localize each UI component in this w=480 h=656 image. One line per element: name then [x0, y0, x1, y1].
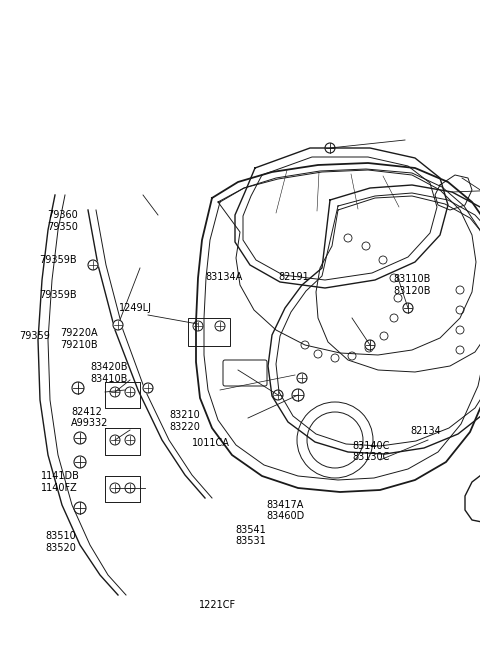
- Circle shape: [273, 390, 283, 400]
- Circle shape: [74, 456, 86, 468]
- Circle shape: [113, 320, 123, 330]
- Text: 83210
83220: 83210 83220: [169, 410, 200, 432]
- Text: 83134A: 83134A: [205, 272, 243, 282]
- Text: 82412
A99332: 82412 A99332: [71, 407, 108, 428]
- Text: 83541
83531: 83541 83531: [235, 525, 266, 546]
- Circle shape: [193, 321, 203, 331]
- Circle shape: [297, 373, 307, 383]
- Circle shape: [110, 387, 120, 397]
- Text: 1221CF: 1221CF: [199, 600, 236, 610]
- Circle shape: [125, 435, 135, 445]
- Circle shape: [143, 383, 153, 393]
- Text: 83110B
83120B: 83110B 83120B: [394, 274, 431, 296]
- Text: 82191: 82191: [278, 272, 309, 282]
- Text: 79360
79350: 79360 79350: [47, 210, 78, 232]
- Text: 83417A
83460D: 83417A 83460D: [266, 500, 305, 522]
- Circle shape: [110, 483, 120, 493]
- Text: 83510
83520: 83510 83520: [46, 531, 76, 553]
- Text: 83420B
83410B: 83420B 83410B: [90, 362, 128, 384]
- Text: 1249LJ: 1249LJ: [119, 303, 152, 313]
- Circle shape: [215, 321, 225, 331]
- Circle shape: [88, 260, 98, 270]
- Circle shape: [125, 387, 135, 397]
- Text: 83140C
83130C: 83140C 83130C: [353, 441, 390, 462]
- Circle shape: [325, 143, 335, 153]
- Text: 1011CA: 1011CA: [192, 438, 230, 448]
- Text: 79359B: 79359B: [39, 255, 77, 264]
- Text: 82134: 82134: [410, 426, 441, 436]
- Circle shape: [292, 389, 304, 401]
- Circle shape: [403, 303, 413, 313]
- Circle shape: [74, 432, 86, 444]
- Circle shape: [365, 340, 375, 350]
- Circle shape: [110, 435, 120, 445]
- Text: 79220A
79210B: 79220A 79210B: [60, 328, 97, 350]
- Circle shape: [72, 382, 84, 394]
- Text: 79359: 79359: [19, 331, 50, 341]
- Text: 79359B: 79359B: [39, 290, 77, 300]
- Text: 1141DB
1140FZ: 1141DB 1140FZ: [41, 471, 80, 493]
- Bar: [188, 318, 230, 346]
- Circle shape: [74, 502, 86, 514]
- Circle shape: [125, 483, 135, 493]
